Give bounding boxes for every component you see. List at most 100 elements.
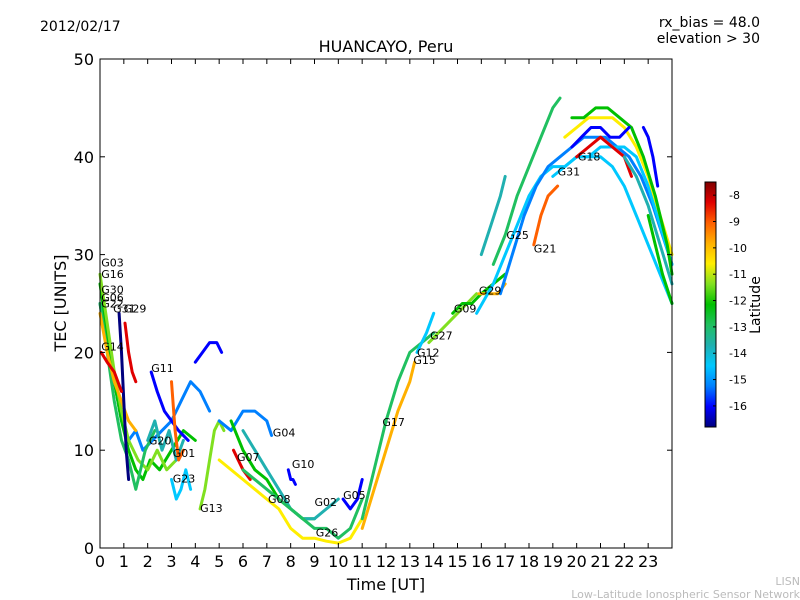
y-tick-label: 20 bbox=[74, 343, 94, 362]
colorbar-tick-label: -16 bbox=[729, 400, 747, 413]
prn-label: G26 bbox=[316, 526, 339, 539]
colorbar-tick-label: -14 bbox=[729, 347, 747, 360]
x-tick-label: 14 bbox=[423, 552, 443, 571]
prn-label: G25 bbox=[506, 229, 529, 242]
series-line-g03 bbox=[98, 272, 178, 472]
chart-title: HUANCAYO, Peru bbox=[319, 37, 454, 56]
prn-label: G18 bbox=[578, 151, 601, 164]
x-axis-title: Time [UT] bbox=[346, 575, 425, 594]
series-line-g-upb bbox=[491, 96, 562, 266]
colorbar-tick-label: -12 bbox=[729, 295, 747, 308]
prn-label: G27 bbox=[430, 330, 453, 343]
prn-label: G04 bbox=[273, 427, 296, 440]
prn-label: G08 bbox=[268, 493, 291, 506]
prn-label: G31 bbox=[113, 302, 136, 315]
x-tick-label: 1 bbox=[119, 552, 129, 571]
series-line-g12 bbox=[415, 311, 436, 354]
series-line-g-peakc bbox=[570, 126, 631, 149]
prn-label: G15 bbox=[413, 354, 436, 367]
footer-lisn: LISN bbox=[775, 575, 800, 588]
x-tick-label: 8 bbox=[286, 552, 296, 571]
series-line-g04 bbox=[217, 409, 274, 437]
x-tick-label: 22 bbox=[614, 552, 634, 571]
prn-label: G02 bbox=[315, 496, 338, 509]
x-tick-label: 0 bbox=[95, 552, 105, 571]
prn-label: G23 bbox=[173, 473, 196, 486]
colorbar bbox=[704, 181, 717, 428]
prn-label: G11 bbox=[151, 362, 174, 375]
prn-label: G29 bbox=[479, 285, 502, 298]
colorbar-tick-label: -13 bbox=[729, 321, 747, 334]
series-line-g-tailc bbox=[622, 155, 674, 286]
series-line-g01 bbox=[170, 380, 185, 462]
x-tick-label: 23 bbox=[638, 552, 658, 571]
colorbar-tick-label: -15 bbox=[729, 374, 747, 387]
series-line-g10 bbox=[286, 468, 297, 486]
series-line-g-tailb bbox=[646, 214, 674, 305]
x-tick-label: 9 bbox=[309, 552, 319, 571]
prn-label: G07 bbox=[237, 451, 260, 464]
x-tick-label: 17 bbox=[495, 552, 515, 571]
series-line-g11 bbox=[149, 370, 190, 442]
prn-label: G01 bbox=[173, 447, 196, 460]
prn-label: G09 bbox=[454, 302, 477, 315]
prn-label: G21 bbox=[534, 243, 557, 256]
y-tick-label: 10 bbox=[74, 441, 94, 460]
series-line-g-peakb bbox=[570, 106, 674, 276]
series-line-g-upc bbox=[498, 135, 674, 296]
series-line-g14 bbox=[99, 350, 123, 393]
prn-label: G14 bbox=[101, 340, 124, 353]
prn-label: G05 bbox=[343, 489, 366, 502]
colorbar-title: Latitude bbox=[748, 276, 764, 334]
series-line-g-lowa bbox=[241, 468, 364, 540]
x-tick-label: 10 bbox=[328, 552, 348, 571]
prn-label: G12 bbox=[417, 346, 440, 359]
plot-area: G03G16G30G06G22G31G29G14G11G20G01G23G13G… bbox=[98, 96, 674, 545]
x-tick-label: 7 bbox=[262, 552, 272, 571]
series-line-g29 bbox=[123, 321, 138, 384]
x-axis: 0 1 2 3 4 5 6 7 8 9 10 11 12 13 14 15 16 17 18 19 20 21 22 23 bbox=[95, 59, 658, 571]
colorbar-tick-label: -9 bbox=[729, 216, 740, 229]
series-line-g05 bbox=[341, 478, 364, 511]
elevation-label: elevation > 30 bbox=[657, 31, 760, 47]
x-tick-label: 5 bbox=[214, 552, 224, 571]
series-line-g13 bbox=[198, 419, 226, 511]
colorbar-tick-label: -10 bbox=[729, 242, 747, 255]
series-line-g31 bbox=[117, 311, 131, 481]
colorbar-tick-label: -11 bbox=[729, 268, 747, 281]
rx-bias-label: rx_bias = 48.0 bbox=[659, 15, 760, 31]
colorbar-ticks: -8 -9 -10 -11 -12 -13 -14 -15 -16 bbox=[713, 189, 747, 413]
series-line-g23 bbox=[170, 468, 193, 501]
prn-label: G10 bbox=[292, 458, 315, 471]
prn-label: G17 bbox=[382, 416, 405, 429]
series-line-g22 bbox=[98, 311, 138, 433]
prn-label: G06 bbox=[101, 292, 124, 305]
x-tick-label: 21 bbox=[590, 552, 610, 571]
series-line-g17 bbox=[360, 360, 417, 530]
series-line-g-high bbox=[193, 341, 224, 364]
x-tick-label: 3 bbox=[166, 552, 176, 571]
footer-network: Low-Latitude Ionospheric Sensor Network bbox=[571, 588, 800, 600]
x-tick-label: 13 bbox=[400, 552, 420, 571]
series-line-g26 bbox=[217, 458, 364, 545]
y-tick-label: 0 bbox=[84, 539, 94, 558]
colorbar-tick-label: -8 bbox=[729, 189, 740, 202]
x-tick-label: 15 bbox=[447, 552, 467, 571]
y-tick-label: 40 bbox=[74, 148, 94, 167]
prn-label: G30 bbox=[101, 284, 124, 297]
y-axis: 0 10 20 30 40 50 bbox=[74, 50, 672, 558]
prn-label: G22 bbox=[101, 297, 124, 310]
x-tick-label: 16 bbox=[471, 552, 491, 571]
date-label: 2012/02/17 bbox=[40, 19, 121, 35]
x-tick-label: 12 bbox=[376, 552, 396, 571]
y-tick-label: 30 bbox=[74, 246, 94, 265]
x-tick-label: 19 bbox=[543, 552, 563, 571]
x-tick-label: 20 bbox=[566, 552, 586, 571]
prn-label: G20 bbox=[149, 434, 172, 447]
y-tick-label: 50 bbox=[74, 50, 94, 69]
x-tick-label: 6 bbox=[238, 552, 248, 571]
series-line-g25 bbox=[479, 174, 507, 257]
x-tick-label: 2 bbox=[143, 552, 153, 571]
prn-label: G31 bbox=[558, 165, 581, 178]
